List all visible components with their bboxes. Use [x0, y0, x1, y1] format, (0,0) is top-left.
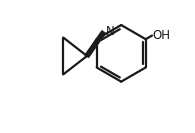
Text: OH: OH [153, 29, 171, 42]
Text: N: N [105, 25, 114, 38]
